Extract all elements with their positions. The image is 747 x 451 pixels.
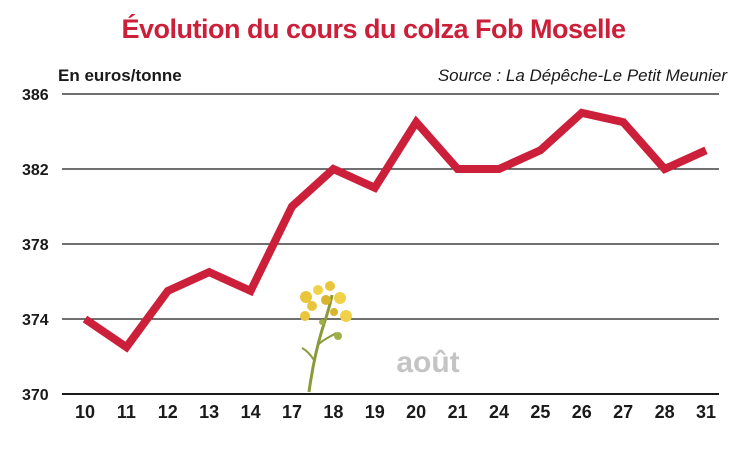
y-axis-unit-label: En euros/tonne xyxy=(58,66,182,85)
x-tick-label: 28 xyxy=(655,402,675,422)
price-line xyxy=(82,108,708,353)
x-tick-label: 27 xyxy=(613,402,633,422)
x-tick-label: 11 xyxy=(117,402,136,422)
x-tick-label: 24 xyxy=(489,402,509,422)
chart-title: Évolution du cours du colza Fob Moselle xyxy=(121,14,626,44)
y-tick-label: 378 xyxy=(22,237,49,254)
x-tick-label: 31 xyxy=(696,402,716,422)
x-tick-label: 14 xyxy=(241,402,261,422)
y-tick-label: 386 xyxy=(22,87,49,104)
x-tick-label: 26 xyxy=(572,402,592,422)
y-tick-label: 382 xyxy=(22,162,49,179)
source-credit: Source : La Dépêche-Le Petit Meunier xyxy=(437,66,727,85)
x-tick-label: 25 xyxy=(530,402,550,422)
x-tick-label: 18 xyxy=(323,402,343,422)
y-tick-label: 370 xyxy=(22,387,49,404)
month-annotation: août xyxy=(396,346,459,379)
x-tick-label: 12 xyxy=(158,402,178,422)
rapeseed-flower-icon xyxy=(300,281,352,393)
x-axis-ticks: 10 11 12 13 14 17 18 19 20 21 24 25 26 27 28 31 xyxy=(75,402,716,422)
x-tick-label: 17 xyxy=(282,402,302,422)
x-tick-label: 10 xyxy=(75,402,95,422)
y-axis-ticks: 370 374 378 382 386 xyxy=(22,87,49,404)
x-tick-label: 21 xyxy=(448,402,468,422)
x-tick-label: 20 xyxy=(406,402,426,422)
x-tick-label: 13 xyxy=(199,402,219,422)
gridlines xyxy=(62,93,719,320)
y-tick-label: 374 xyxy=(22,312,49,329)
x-tick-label: 19 xyxy=(365,402,385,422)
